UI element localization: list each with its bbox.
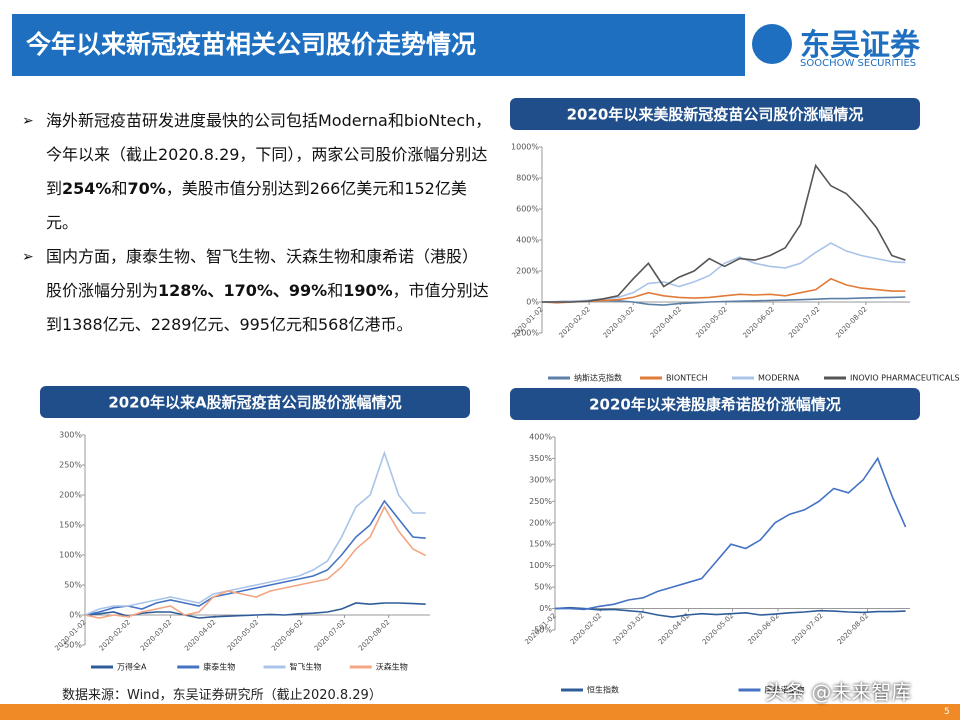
x-tick-label: 2020-07-02 [790, 612, 824, 646]
chart-title: 2020年以来A股新冠疫苗公司股价涨幅情况 [108, 394, 401, 412]
x-tick-label: 2020-02-02 [569, 612, 603, 646]
x-tick-label: 2020-08-02 [357, 618, 391, 652]
y-tick-label: 100% [529, 561, 552, 570]
bullet-text: 190% [343, 281, 393, 300]
y-tick-label: 250% [59, 461, 82, 470]
legend-label: 万得全A [117, 662, 147, 672]
series-line [84, 505, 427, 619]
chart-title: 2020年以来美股新冠疫苗公司股价涨幅情况 [567, 106, 864, 124]
page-number: 5 [944, 707, 950, 717]
series-line [84, 450, 426, 616]
y-tick-label: 100% [59, 551, 82, 560]
x-tick-label: 2020-08-02 [836, 612, 870, 646]
x-tick-label: 2020-07-02 [787, 305, 821, 339]
chart-title: 2020年以来港股康希诺股价涨幅情况 [589, 396, 841, 414]
y-tick-label: 200% [516, 267, 539, 276]
bullet-text: 国内方面，康泰生物、智飞生物、沃森生物和康希诺（港股）股价涨幅分别为 [46, 247, 479, 300]
y-tick-label: 150% [59, 521, 82, 530]
bullet-text: 和 [111, 179, 128, 198]
bullets: 海外新冠疫苗研发进度最快的公司包括Moderna和bioNtech，今年以来（截… [22, 104, 492, 342]
x-tick-label: 2020-03-02 [602, 305, 636, 339]
legend-label: 智飞生物 [290, 662, 322, 672]
logo-en: SOOCHOW SECURITIES [800, 58, 917, 69]
y-tick-label: 300% [529, 475, 552, 484]
y-tick-label: -50% [531, 626, 552, 635]
y-tick-label: 250% [529, 497, 552, 506]
title-banner [40, 386, 470, 418]
bullet: 海外新冠疫苗研发进度最快的公司包括Moderna和bioNtech，今年以来（截… [22, 104, 492, 240]
watermark: 头条 @未来智库 [765, 680, 912, 704]
legend-label: 恒生指数 [587, 685, 619, 695]
title-banner [510, 98, 920, 130]
legend-label: MODERNA [758, 374, 800, 383]
footer-bar [0, 704, 960, 720]
y-tick-label: 800% [516, 174, 539, 183]
y-tick-label: -200% [513, 329, 539, 338]
bullet-text: 和 [327, 281, 344, 300]
y-tick-label: 1000% [511, 143, 539, 152]
title-banner [510, 388, 920, 420]
series-line [84, 602, 426, 619]
y-tick-label: 0% [69, 611, 82, 620]
bullet-text: 海外新冠疫苗研发进度最快的公司包括Moderna和bioNtech，今年以来（截… [46, 111, 492, 198]
x-tick-label: 2020-05-02 [694, 305, 728, 339]
x-tick-label: 2020-01-02 [523, 612, 557, 646]
x-tick-label: 2020-05-02 [226, 618, 260, 652]
series-line [541, 277, 906, 304]
x-tick-label: 2020-04-02 [649, 305, 683, 339]
series-line [554, 606, 906, 618]
x-tick-label: 2020-08-02 [834, 305, 868, 339]
bullet-text: 254% [62, 179, 112, 198]
series-line [84, 499, 426, 616]
x-tick-label: 2020-07-02 [313, 618, 347, 652]
legend-label: INOVIO PHARMACEUTICALS [850, 374, 960, 383]
logo: 东吴证券 SOOCHOW SECURITIES [752, 20, 952, 72]
y-tick-label: 200% [529, 518, 552, 527]
bullet-text: 128%、170%、99% [158, 281, 328, 300]
y-tick-label: 150% [529, 540, 552, 549]
series-line [542, 163, 906, 303]
bullet-text: 70% [127, 179, 166, 198]
x-tick-label: 2020-05-02 [701, 612, 735, 646]
logo-mark [752, 24, 792, 64]
x-tick-label: 2020-02-02 [98, 618, 132, 652]
y-tick-label: 50% [534, 583, 552, 592]
bullet-text: ，市值分别达到1388亿元、2289亿元、995亿元和568亿港币。 [46, 281, 489, 334]
y-tick-label: 300% [59, 431, 82, 440]
y-tick-label: 350% [529, 454, 552, 463]
legend-label: 纳斯达克指数 [574, 373, 622, 383]
y-tick-label: 0% [539, 604, 552, 613]
source: 数据来源：Wind，东吴证券研究所（截止2020.8.29） [62, 688, 382, 703]
legend-label: BIONTECH [666, 374, 708, 383]
header-title: 今年以来新冠疫苗相关公司股价走势情况 [12, 14, 745, 76]
y-tick-label: 50% [64, 581, 82, 590]
series-line [555, 456, 907, 611]
series-line [542, 242, 906, 303]
x-tick-label: 2020-02-02 [558, 305, 592, 339]
x-tick-label: 2020-04-02 [183, 618, 217, 652]
y-tick-label: 600% [516, 205, 539, 214]
x-tick-label: 2020-06-02 [746, 612, 780, 646]
x-tick-label: 2020-03-02 [139, 618, 173, 652]
legend-label: 沃森生物 [376, 662, 408, 672]
bullet: 国内方面，康泰生物、智飞生物、沃森生物和康希诺（港股）股价涨幅分别为128%、1… [22, 240, 492, 342]
y-tick-label: 200% [59, 491, 82, 500]
y-tick-label: 400% [516, 236, 539, 245]
y-tick-label: 0% [526, 298, 539, 307]
bullet-text: ，美股市值分别达到266亿美元和152亿美元。 [46, 179, 467, 232]
y-tick-label: 400% [529, 433, 552, 442]
x-tick-label: 2020-03-02 [611, 612, 645, 646]
legend-label: 康泰生物 [203, 662, 235, 672]
x-tick-label: 2020-06-02 [742, 305, 776, 339]
legend-label: 康希诺生物 [765, 685, 805, 695]
logo-cn: 东吴证券 [800, 28, 920, 63]
y-tick-label: -50% [61, 641, 82, 650]
x-tick-label: 2020-06-02 [270, 618, 304, 652]
